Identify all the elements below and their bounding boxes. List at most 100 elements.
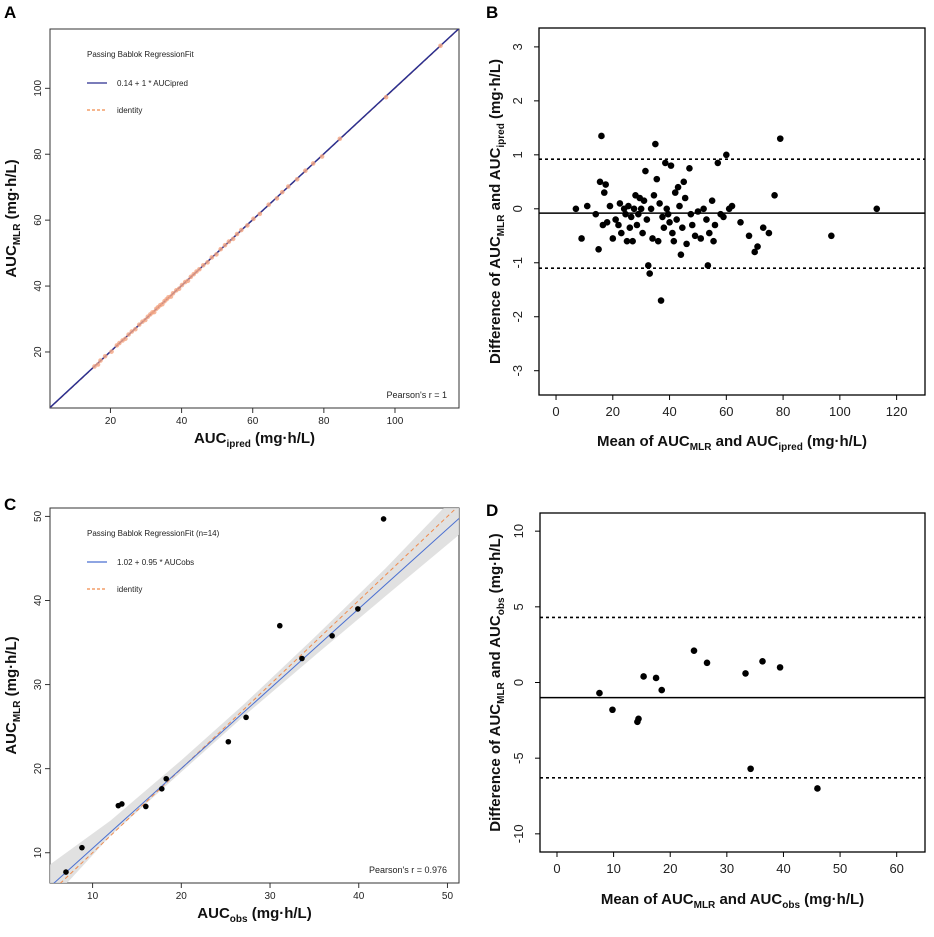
y-tick-label: -5 — [511, 752, 526, 764]
identity-line — [59, 508, 458, 883]
fit-line — [53, 518, 459, 883]
legend-entry: identity — [117, 585, 142, 594]
y-tick-label: 0 — [510, 205, 525, 212]
y-tick-label: 40 — [33, 280, 44, 292]
legend-title: Passing Bablok RegressionFit — [87, 50, 194, 59]
data-point — [723, 151, 730, 159]
data-point — [609, 706, 616, 714]
x-tick-label: 50 — [442, 891, 454, 902]
y-tick-label: 80 — [33, 148, 44, 160]
data-point — [109, 349, 114, 354]
data-point — [680, 178, 688, 186]
plot-area — [50, 508, 459, 883]
data-point — [102, 353, 108, 359]
data-point — [657, 297, 665, 304]
data-point — [633, 221, 641, 229]
data-point — [828, 232, 835, 240]
data-point — [669, 229, 676, 237]
x-tick-label: 80 — [776, 404, 790, 419]
y-tick-label: 30 — [33, 679, 44, 691]
data-point — [176, 286, 182, 291]
data-point — [747, 765, 754, 773]
y-tick-label: -1 — [510, 257, 525, 269]
data-point — [771, 192, 778, 199]
data-point — [658, 686, 666, 694]
data-point — [754, 243, 761, 250]
data-point — [592, 210, 600, 218]
data-point — [337, 136, 343, 142]
data-point — [677, 251, 685, 258]
data-point — [635, 210, 642, 218]
x-tick-label: 60 — [247, 416, 259, 427]
data-point — [659, 213, 666, 221]
y-tick-label: 100 — [33, 80, 44, 97]
data-point — [279, 189, 285, 195]
x-tick-label: 40 — [662, 404, 676, 419]
y-axis-title: AUCMLR (mg·h/L) — [3, 159, 23, 277]
x-tick-label: 80 — [318, 416, 330, 427]
data-point — [622, 210, 629, 218]
data-point — [728, 202, 736, 210]
data-point — [143, 803, 149, 810]
data-point — [714, 159, 722, 167]
y-tick-label: 50 — [33, 510, 44, 522]
x-tick-label: 30 — [264, 891, 276, 902]
data-point — [197, 266, 202, 272]
data-point — [720, 213, 727, 221]
x-tick-label: 20 — [663, 861, 677, 876]
data-point — [742, 670, 749, 677]
data-point — [623, 237, 631, 245]
data-point — [63, 869, 69, 875]
data-point — [225, 738, 232, 745]
panel-label: B — [486, 3, 498, 22]
data-point — [606, 202, 614, 210]
data-point — [285, 184, 291, 189]
data-point — [329, 633, 335, 639]
data-point — [245, 223, 250, 228]
data-point — [737, 218, 744, 226]
y-tick-label: 10 — [33, 847, 44, 859]
x-tick-label: 10 — [606, 861, 620, 876]
data-point — [625, 202, 632, 210]
x-axis-title: AUCipred (mg·h/L) — [194, 430, 315, 450]
x-tick-label: 120 — [886, 404, 908, 419]
data-point — [691, 232, 699, 240]
data-point — [119, 801, 125, 807]
data-point — [654, 237, 662, 245]
x-tick-label: 20 — [105, 416, 117, 427]
data-point — [653, 175, 661, 183]
data-point — [185, 278, 191, 284]
data-point — [274, 196, 280, 201]
data-point — [663, 205, 671, 213]
data-point — [117, 340, 122, 346]
data-point — [674, 183, 682, 191]
data-point — [660, 224, 668, 231]
data-point — [609, 235, 617, 242]
data-point — [683, 240, 690, 248]
plot-frame — [538, 27, 926, 396]
x-tick-label: 50 — [833, 861, 847, 876]
data-point — [294, 176, 300, 182]
x-tick-label: 40 — [353, 891, 365, 902]
data-point — [708, 197, 716, 205]
data-point — [652, 674, 660, 682]
data-point — [168, 294, 174, 299]
panel-label: A — [4, 3, 16, 22]
y-axis-title: AUCMLR (mg·h/L) — [3, 636, 23, 754]
pearson-annotation: Pearson's r = 0.976 — [369, 865, 447, 875]
x-axis-title: Mean of AUCMLR and AUCipred (mg·h/L) — [597, 433, 867, 453]
data-point — [751, 248, 759, 256]
data-point — [630, 205, 638, 213]
data-point — [126, 332, 131, 337]
panel-b: B 0 20 40 60 80 100 120 -3 -2 -1 0 1 2 3 Difference of … — [486, 3, 926, 453]
data-point — [615, 221, 622, 229]
y-tick-label: -10 — [511, 824, 526, 843]
data-point — [626, 224, 634, 231]
data-point — [163, 775, 170, 782]
data-point — [703, 659, 711, 667]
legend-entry: 1.02 + 0.95 * AUCobs — [117, 558, 194, 567]
data-point — [776, 664, 784, 671]
data-point — [640, 673, 647, 680]
data-point — [640, 197, 648, 205]
x-tick-label: 20 — [176, 891, 188, 902]
